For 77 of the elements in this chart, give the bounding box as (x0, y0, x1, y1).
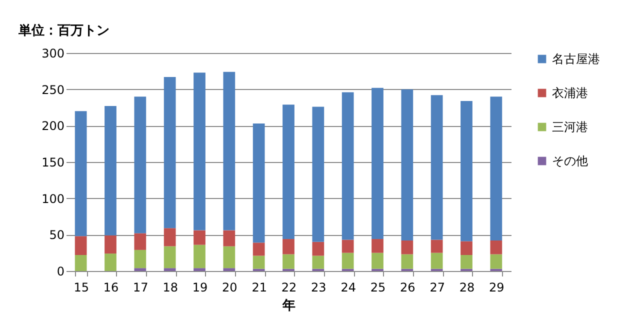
bar (74, 111, 87, 236)
bar (372, 88, 384, 240)
bar (372, 252, 384, 269)
bar (223, 72, 236, 230)
bar (312, 256, 324, 269)
y-axis-title: 単位：百万トン (18, 24, 110, 38)
bar (164, 268, 176, 271)
bar (252, 256, 265, 269)
bar (372, 239, 384, 253)
y-tick-label: 0 (56, 264, 64, 278)
x-tick-label: 15 (74, 280, 89, 294)
bar (194, 268, 206, 271)
bar (74, 255, 87, 271)
bar (342, 252, 354, 269)
bar (401, 240, 414, 254)
bar (312, 242, 324, 256)
bar (104, 106, 116, 236)
bar (282, 104, 294, 240)
bar (194, 72, 206, 230)
legend-label: 名古屋港 (552, 52, 600, 66)
x-tick-label: 25 (370, 280, 386, 294)
x-tick-label: 19 (192, 280, 208, 294)
x-tick-label: 20 (222, 280, 238, 294)
x-tick-label: 27 (430, 280, 445, 294)
bar (223, 246, 236, 268)
y-tick-label: 250 (42, 82, 64, 97)
x-tick-label: 28 (459, 280, 475, 294)
x-axis-title: 年 (282, 298, 296, 314)
legend-label: 衣浦港 (552, 86, 588, 100)
bar (134, 233, 146, 250)
bar (252, 242, 265, 256)
bar (282, 254, 294, 269)
bar (490, 254, 502, 269)
bar (194, 244, 206, 268)
bar (342, 240, 354, 253)
bar (223, 230, 236, 246)
bar (164, 246, 176, 268)
bar (342, 92, 354, 240)
bar (430, 240, 443, 253)
bar (164, 228, 176, 246)
y-tick-label: 150 (42, 156, 64, 170)
x-tick-label: 17 (133, 280, 148, 294)
bar (134, 268, 146, 271)
bar (74, 236, 87, 256)
bar (430, 252, 443, 269)
bar (401, 254, 414, 269)
bar (223, 268, 236, 271)
bar (430, 95, 443, 240)
bar (460, 100, 472, 242)
bar (194, 230, 206, 245)
x-tick-label: 16 (103, 280, 119, 294)
bar (312, 106, 324, 242)
bar (134, 96, 146, 234)
bar (252, 123, 265, 243)
bar (490, 96, 502, 240)
x-tick-label: 26 (400, 280, 416, 294)
y-tick-label: 200 (42, 119, 64, 134)
bar (282, 239, 294, 254)
legend-label: その他 (552, 154, 588, 168)
x-tick-label: 23 (311, 280, 326, 294)
bar (490, 240, 502, 254)
bar (104, 254, 116, 271)
y-tick-label: 100 (42, 192, 64, 206)
x-tick-label: 21 (252, 280, 267, 294)
bar (460, 241, 472, 256)
bar (401, 89, 414, 240)
x-tick-label: 29 (489, 280, 504, 294)
bar (164, 76, 176, 228)
bar (460, 255, 472, 269)
x-tick-label: 24 (340, 280, 356, 294)
legend-label: 三河港 (552, 120, 588, 134)
bar (104, 235, 116, 254)
y-tick-label: 300 (42, 46, 64, 60)
x-tick-label: 18 (162, 280, 178, 294)
y-tick-label: 50 (49, 228, 64, 242)
bar (134, 250, 146, 268)
x-tick-label: 22 (281, 280, 297, 294)
